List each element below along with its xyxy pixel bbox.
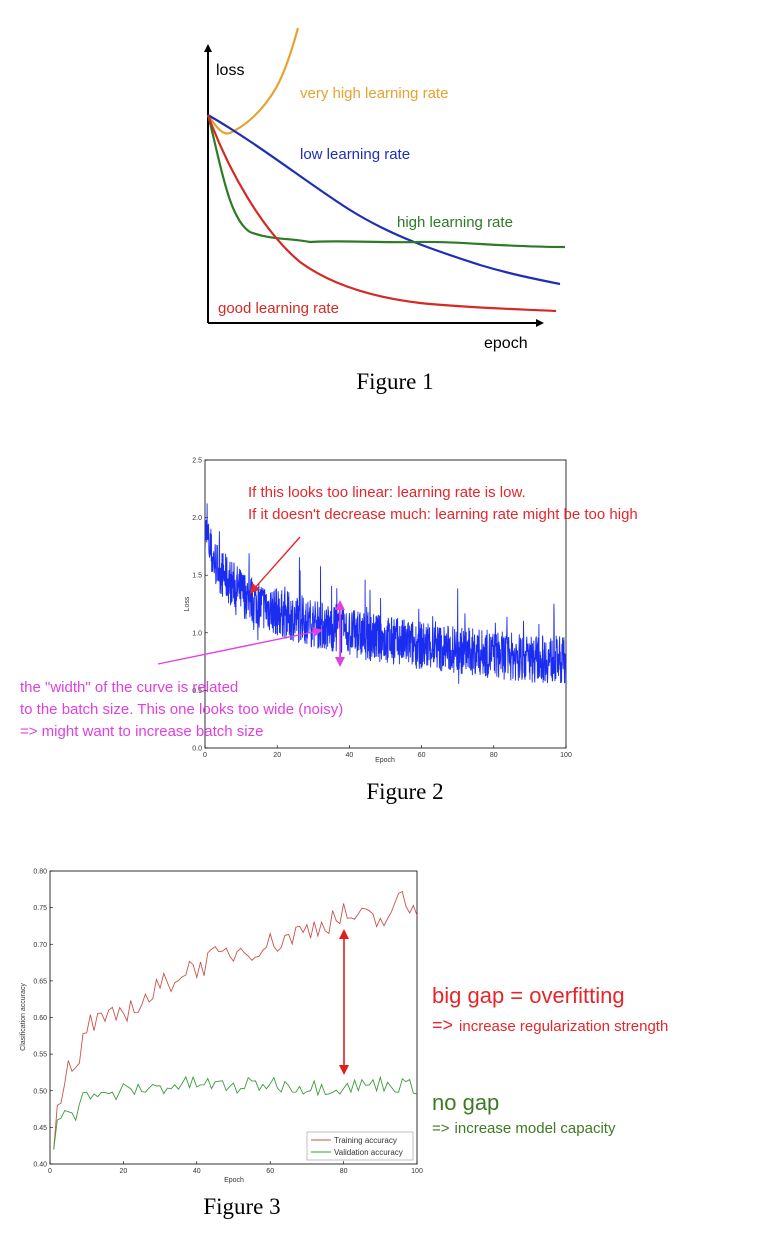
fig1-legend-high: high learning rate (397, 214, 513, 231)
xtick-label: 60 (266, 1168, 274, 1175)
xtick-label: 60 (418, 752, 426, 759)
ytick-label: 0.50 (33, 1088, 47, 1095)
ytick-label: 1.5 (192, 573, 202, 580)
fig2-annotation-lr-line2: If it doesn't decrease much: learning ra… (248, 506, 638, 523)
fig1-series-good (206, 114, 557, 313)
ytick-label: 0.0 (192, 746, 202, 753)
fig2-annotation-lr-line1: If this looks too linear: learning rate … (248, 484, 526, 501)
fig1-legend-low: low learning rate (300, 146, 410, 163)
xtick-label: 100 (560, 752, 572, 759)
figure-2: 0.0 0.5 1.0 1.5 2.0 2.5 0 20 40 60 80 100 Loss Epo… (20, 458, 638, 805)
xtick-label: 20 (273, 752, 281, 759)
xtick-label: 100 (411, 1168, 423, 1175)
fig3-plot-frame (49, 870, 418, 1165)
ytick-label: 1.0 (192, 630, 202, 637)
xtick-label: 80 (490, 752, 498, 759)
fig1-xlabel: epoch (484, 335, 528, 352)
fig2-annotation-lr-arrow (249, 536, 301, 594)
fig3-yticks: 0.40 0.45 0.50 0.55 0.60 0.65 0.70 0.75 0.80 (33, 869, 53, 1169)
fig3-training-series (53, 890, 418, 1150)
fig3-legend-training: Training accuracy (334, 1136, 397, 1145)
fig1-series-low (207, 114, 561, 286)
ytick-label: 0.5 (192, 688, 202, 695)
fig2-annotation-batch-line1: the "width" of the curve is related (20, 679, 238, 696)
ytick-label: 0.75 (33, 905, 47, 912)
fig2-annotation-batch-line2: to the batch size. This one looks too wi… (20, 701, 343, 718)
figure-1: loss epoch very high learning rate low l… (204, 27, 566, 394)
ytick-label: 0.65 (33, 978, 47, 985)
fig1-series-high (206, 114, 566, 249)
fig2-xlabel: Epoch (375, 757, 395, 764)
xtick-label: 0 (48, 1168, 52, 1175)
fig3-legend: Training accuracy Validation accuracy (306, 1131, 414, 1161)
fig3-caption: Figure 3 (203, 1194, 280, 1219)
fig2-ylabel: Loss (184, 596, 191, 611)
fig3-validation-series (53, 1075, 418, 1150)
fig3-xlabel: Epoch (224, 1177, 244, 1184)
ytick-label: 0.55 (33, 1052, 47, 1059)
xtick-label: 20 (120, 1168, 128, 1175)
fig3-annotation-overfit: big gap = overfitting (432, 983, 625, 1008)
ytick-label: 0.80 (33, 869, 47, 876)
ytick-label: 0.60 (33, 1015, 47, 1022)
fig3-annotation-regularization: => increase regularization strength (432, 1015, 668, 1035)
ytick-label: 0.70 (33, 942, 47, 949)
fig1-legend-very-high: very high learning rate (300, 85, 448, 102)
ytick-label: 2.5 (192, 458, 202, 465)
figure-3: 0.40 0.45 0.50 0.55 0.60 0.65 0.70 0.75 0.80 0 20… (20, 869, 668, 1220)
ytick-label: 2.0 (192, 515, 202, 522)
fig1-legend-good: good learning rate (218, 300, 339, 317)
fig2-annotation-batch-line3: => might want to increase batch size (20, 723, 263, 740)
fig1-series-very-high (207, 27, 300, 135)
ytick-label: 0.45 (33, 1125, 47, 1132)
ytick-label: 0.40 (33, 1162, 47, 1169)
fig3-annotation-capacity: => increase model capacity (432, 1120, 616, 1137)
fig3-annotation-nogap: no gap (432, 1090, 499, 1115)
xtick-label: 40 (193, 1168, 201, 1175)
fig3-xticks: 0 20 40 60 80 100 (48, 1161, 423, 1175)
fig2-loss-series (205, 503, 566, 684)
fig3-legend-validation: Validation accuracy (334, 1148, 403, 1157)
xtick-label: 80 (340, 1168, 348, 1175)
fig1-ylabel: loss (216, 62, 244, 79)
fig1-caption: Figure 1 (356, 369, 433, 394)
xtick-label: 40 (346, 752, 354, 759)
fig2-caption: Figure 2 (366, 779, 443, 804)
fig2-xticks: 0 20 40 60 80 100 (203, 745, 572, 759)
xtick-label: 0 (203, 752, 207, 759)
fig2-batch-arrow (157, 627, 323, 665)
fig3-ylabel: Clasification accuracy (20, 983, 27, 1051)
